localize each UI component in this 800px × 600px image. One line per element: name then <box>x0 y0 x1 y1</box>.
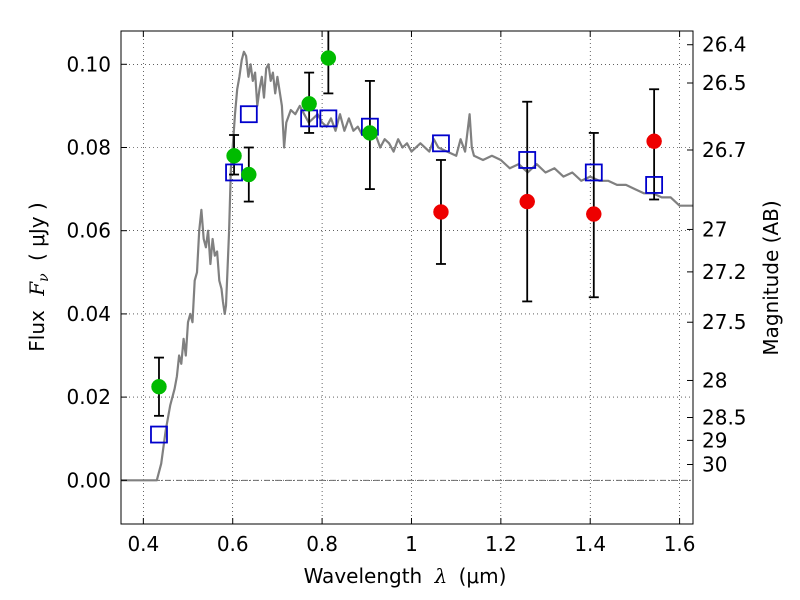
x-axis-label-text: Wavelength <box>304 564 423 588</box>
grid-lines <box>121 31 693 524</box>
data-markers <box>150 50 664 444</box>
observed-point <box>226 148 242 164</box>
y2-tick-label: 29 <box>702 428 727 452</box>
model-spectrum <box>121 50 693 482</box>
x-tick-label: 0.4 <box>127 532 159 556</box>
x-tick-label: 1.6 <box>664 532 696 556</box>
x-tick-label: 0.8 <box>306 532 338 556</box>
x-tick-label: 1.4 <box>574 532 606 556</box>
y-tick-label: 0.10 <box>66 52 111 76</box>
y-axis-label-text: Flux <box>25 310 49 352</box>
y-axis-label: Flux Fν ( μJy ) <box>25 202 53 351</box>
spectrum-line <box>121 50 693 482</box>
y2-tick-label: 27 <box>702 217 727 241</box>
y2-tick-label: 26.7 <box>702 138 747 162</box>
x-tick-label: 1.2 <box>485 532 517 556</box>
observed-point <box>320 50 337 66</box>
model-square-point <box>584 163 603 182</box>
observed-point <box>151 378 167 395</box>
x-axis-symbol: λ <box>434 564 448 588</box>
y2-tick-label: 28.5 <box>702 405 747 429</box>
y2-axis-label: Magnitude (AB) <box>759 200 783 355</box>
axis-ticks: 0.4 0.6 0.8 1 1.2 1.4 1.6 0.00 0.02 0.04 0.06 0.08 0… <box>66 31 747 556</box>
y-axis-unit: ( μJy ) <box>25 202 49 261</box>
observed-point <box>241 166 257 183</box>
y2-tick-label: 26.4 <box>702 33 747 57</box>
y-tick-label: 0.04 <box>66 302 111 326</box>
observed-point <box>362 125 378 141</box>
y2-tick-label: 27.2 <box>702 260 747 284</box>
observed-point <box>519 193 535 210</box>
y2-tick-label: 26.5 <box>702 71 747 95</box>
observed-point <box>586 206 602 222</box>
x-axis-unit: (μm) <box>459 564 507 588</box>
y-tick-label: 0.08 <box>66 135 111 159</box>
y-axis-subscript: ν <box>36 273 52 282</box>
y-tick-label: 0.00 <box>66 468 111 492</box>
x-tick-label: 0.6 <box>217 532 249 556</box>
model-square-point <box>645 176 664 194</box>
model-square-point <box>239 105 258 124</box>
model-square-point <box>518 151 537 169</box>
y2-tick-label: 30 <box>702 453 727 477</box>
y-tick-label: 0.06 <box>66 219 111 243</box>
y2-tick-label: 27.5 <box>702 310 747 334</box>
plot-frame <box>120 30 694 525</box>
x-axis-label: Wavelength λ (μm) <box>304 564 507 588</box>
observed-point <box>301 96 317 112</box>
model-square-point <box>432 134 450 153</box>
y2-tick-label: 28 <box>702 368 727 392</box>
y-axis-symbol: F <box>25 281 49 297</box>
model-square-point <box>150 425 168 444</box>
y-tick-label: 0.02 <box>66 385 111 409</box>
observed-point <box>433 204 449 220</box>
x-tick-label: 1 <box>405 532 418 556</box>
model-square-point <box>319 109 338 128</box>
observed-point <box>646 133 662 149</box>
